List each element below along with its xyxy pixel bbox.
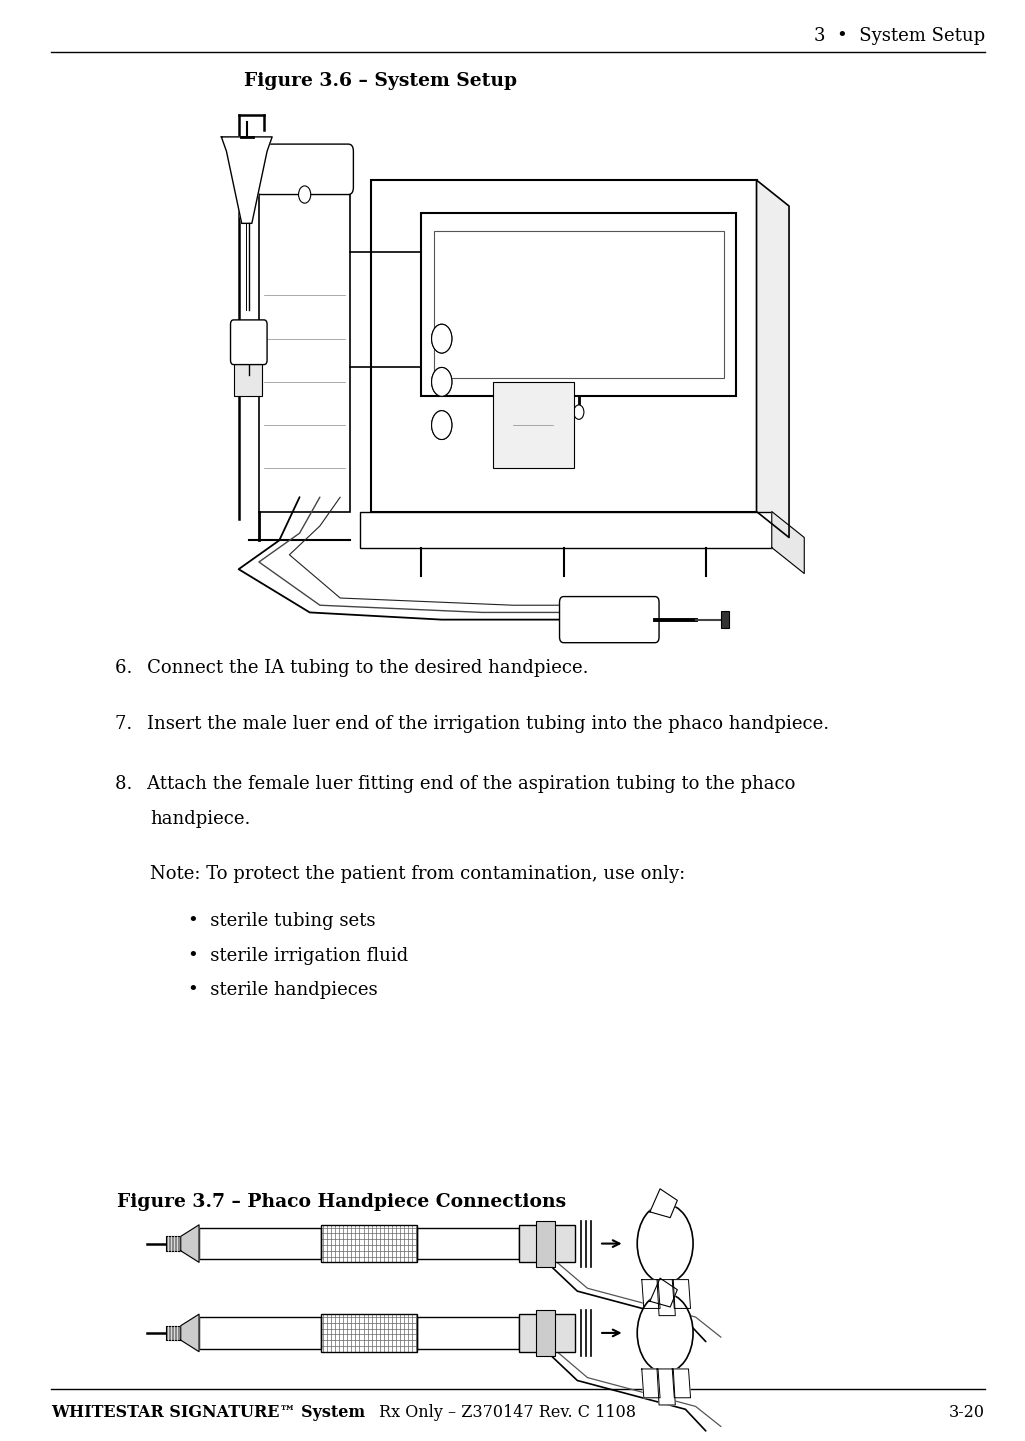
Circle shape [432, 324, 452, 353]
Bar [361, 512, 772, 548]
FancyBboxPatch shape [560, 597, 659, 643]
Bar [417, 1228, 519, 1259]
Polygon shape [180, 1314, 199, 1352]
Bar [536, 1310, 556, 1356]
Text: 8.  Attach the female luer fitting end of the aspiration tubing to the phaco: 8. Attach the female luer fitting end of… [115, 775, 795, 793]
Bar [199, 1317, 321, 1349]
FancyBboxPatch shape [256, 144, 354, 195]
Text: 3  •  System Setup: 3 • System Setup [814, 27, 985, 45]
Text: •  sterile tubing sets: • sterile tubing sets [188, 912, 375, 929]
Polygon shape [657, 1280, 675, 1316]
Text: Rx Only – Z370147 Rev. C 1108: Rx Only – Z370147 Rev. C 1108 [379, 1404, 637, 1421]
Bar [421, 213, 736, 395]
Bar [371, 180, 756, 512]
Bar [417, 1317, 519, 1349]
Bar [519, 1225, 575, 1262]
Text: 3-20: 3-20 [949, 1404, 985, 1421]
Text: WHITESTAR SIGNATURE™ System: WHITESTAR SIGNATURE™ System [51, 1404, 365, 1421]
Circle shape [432, 411, 452, 440]
Text: Note: To protect the patient from contamination, use only:: Note: To protect the patient from contam… [151, 865, 686, 882]
Bar [492, 382, 574, 468]
Polygon shape [756, 180, 789, 537]
Polygon shape [672, 1280, 691, 1308]
Bar [721, 611, 729, 628]
Circle shape [432, 367, 452, 396]
Bar [234, 331, 262, 396]
Ellipse shape [638, 1294, 693, 1372]
Polygon shape [221, 137, 273, 223]
Circle shape [432, 411, 452, 440]
Polygon shape [657, 1369, 675, 1405]
Text: 6.  Connect the IA tubing to the desired handpiece.: 6. Connect the IA tubing to the desired … [115, 659, 588, 676]
FancyBboxPatch shape [231, 320, 268, 365]
Ellipse shape [638, 1205, 693, 1282]
Polygon shape [650, 1189, 678, 1218]
Circle shape [298, 186, 311, 203]
Polygon shape [672, 1369, 691, 1398]
Polygon shape [772, 512, 805, 574]
Text: 7.  Insert the male luer end of the irrigation tubing into the phaco handpiece.: 7. Insert the male luer end of the irrig… [115, 715, 829, 732]
Bar [199, 1228, 321, 1259]
Text: •  sterile irrigation fluid: • sterile irrigation fluid [188, 947, 408, 964]
Text: Figure 3.7 – Phaco Handpiece Connections: Figure 3.7 – Phaco Handpiece Connections [117, 1193, 566, 1210]
Text: handpiece.: handpiece. [151, 810, 251, 827]
Bar [536, 1221, 556, 1267]
Polygon shape [180, 1225, 199, 1262]
Bar [259, 180, 351, 512]
Polygon shape [642, 1280, 660, 1308]
Circle shape [432, 324, 452, 353]
Circle shape [574, 405, 584, 419]
Text: •  sterile handpieces: • sterile handpieces [188, 981, 377, 999]
Polygon shape [650, 1278, 678, 1307]
Bar [519, 1314, 575, 1352]
Bar [321, 1314, 417, 1352]
Bar [321, 1225, 417, 1262]
Text: Figure 3.6 – System Setup: Figure 3.6 – System Setup [244, 72, 517, 89]
Bar [165, 1326, 180, 1340]
Bar [165, 1236, 180, 1251]
Circle shape [432, 367, 452, 396]
Bar [434, 231, 724, 379]
Polygon shape [642, 1369, 660, 1398]
